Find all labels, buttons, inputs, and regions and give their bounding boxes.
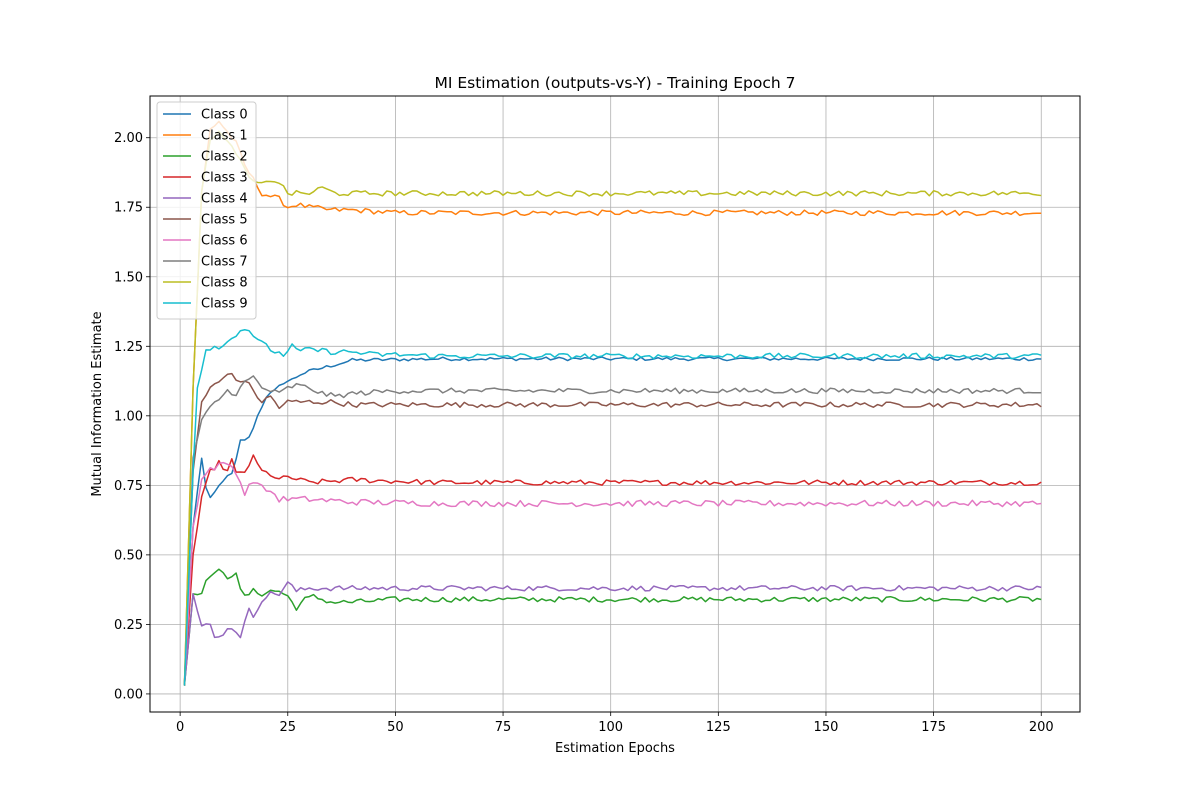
legend-label: Class 6	[201, 234, 248, 249]
legend: Class 0 Class 1 Class 2 Class 3 Class 4 Class…	[156, 101, 257, 320]
series-line-class-3	[183, 454, 1042, 686]
series-line-class-9	[183, 328, 1042, 686]
legend-label: Class 9	[201, 297, 248, 312]
legend-label: Class 2	[201, 150, 248, 165]
legend-label: Class 4	[201, 192, 248, 207]
x-tick-label: 175	[921, 720, 946, 735]
series-line-class-8	[183, 130, 1042, 686]
x-tick-label: 100	[598, 720, 623, 735]
chart-title: MI Estimation (outputs-vs-Y) - Training …	[434, 74, 795, 92]
x-tick-label: 200	[1029, 720, 1054, 735]
y-tick-label: 0.50	[114, 548, 143, 563]
series-layer	[183, 120, 1042, 686]
plot-frame	[149, 95, 1081, 713]
series-line-class-2	[183, 568, 1042, 686]
y-tick-label: 0.75	[114, 479, 143, 494]
y-tick-label: 0.25	[114, 618, 143, 633]
legend-label: Class 1	[201, 129, 248, 144]
series-line-class-5	[183, 372, 1042, 686]
grid	[150, 96, 1080, 712]
x-tick-label: 75	[495, 720, 512, 735]
y-tick-label: 1.25	[114, 340, 143, 355]
series-line-class-1	[183, 120, 1042, 686]
y-tick-label: 1.50	[114, 270, 143, 285]
series-line-class-7	[183, 375, 1042, 686]
y-tick-label: 1.00	[114, 409, 143, 424]
legend-label: Class 5	[201, 213, 248, 228]
legend-label: Class 3	[201, 171, 248, 186]
y-tick-label: 2.00	[114, 131, 143, 146]
legend-label: Class 7	[201, 255, 248, 270]
series-line-class-4	[183, 581, 1042, 686]
legend-label: Class 8	[201, 276, 248, 291]
x-tick-label: 50	[387, 720, 404, 735]
series-line-class-0	[183, 356, 1042, 686]
series-line-class-6	[183, 461, 1042, 686]
x-tick-label: 150	[814, 720, 839, 735]
x-tick-label: 0	[176, 720, 184, 735]
legend-label: Class 0	[201, 108, 248, 123]
x-axis-label: Estimation Epochs	[555, 741, 675, 756]
y-tick-label: 0.00	[114, 687, 143, 702]
x-axis-ticks: 0 25 50 75 100 125 150 175 200	[176, 712, 1054, 735]
y-axis-label: Mutual Information Estimate	[90, 311, 105, 496]
x-tick-label: 125	[706, 720, 731, 735]
x-tick-label: 25	[280, 720, 297, 735]
y-tick-label: 1.75	[114, 201, 143, 216]
y-axis-ticks: 0.00 0.25 0.50 0.75 1.00 1.25 1.50 1.75 2.00	[114, 131, 150, 702]
